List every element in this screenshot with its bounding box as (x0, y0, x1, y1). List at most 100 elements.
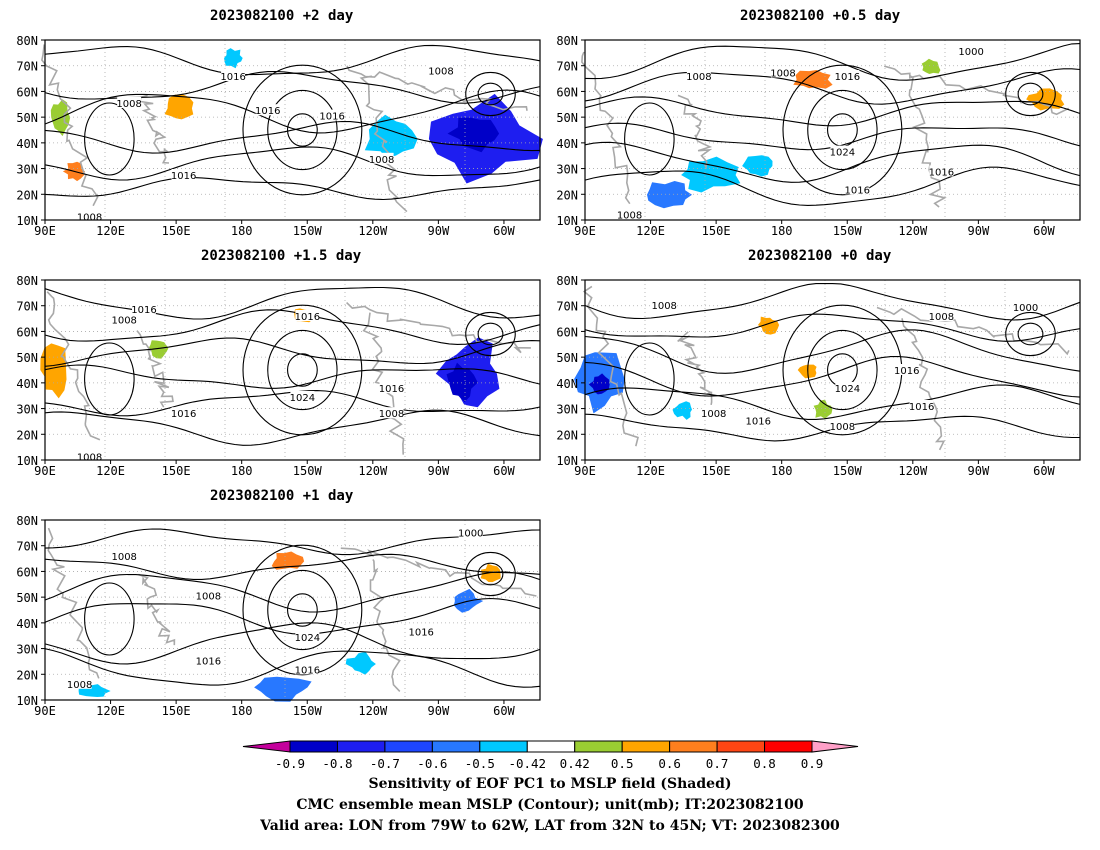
contour-label: 1024 (295, 633, 320, 644)
colorbar-label: 0.9 (801, 756, 824, 771)
lat-tick-label: 60N (16, 325, 38, 339)
lon-tick-label: 150E (702, 224, 731, 238)
lat-tick-label: 70N (556, 60, 578, 74)
lon-tick-label: 150E (702, 464, 731, 478)
caption-line-3: Valid area: LON from 79W to 62W, LAT fro… (260, 818, 840, 834)
sensitivity-shading (672, 401, 692, 420)
contour-label: 1000 (458, 529, 483, 540)
contour-label: 1008 (929, 312, 954, 323)
contour-label: 1016 (379, 384, 404, 395)
colorbar-arrow-left (242, 740, 291, 753)
contour-label: 1016 (131, 305, 156, 316)
panel-title: 2023082100 +0.5 day (740, 8, 901, 24)
contour-label: 1016 (408, 628, 433, 639)
lon-tick-label: 150E (162, 224, 191, 238)
lat-tick-label: 50N (556, 111, 578, 125)
lat-tick-label: 40N (16, 137, 38, 151)
contour-label: 1016 (746, 416, 771, 427)
lon-tick-label: 90E (574, 464, 596, 478)
lon-tick-label: 150W (293, 704, 323, 718)
colorbar-box (479, 740, 528, 753)
contour-label: 1024 (830, 148, 855, 159)
lon-tick-label: 150E (162, 704, 191, 718)
contour-label: 1008 (111, 552, 136, 563)
colorbar-label: 0.42 (560, 756, 590, 771)
contour-label: 1008 (369, 155, 394, 166)
colorbar-box (716, 740, 766, 753)
lat-tick-label: 10N (16, 694, 38, 708)
sensitivity-shading (40, 343, 67, 399)
lon-tick-label: 90W (428, 704, 450, 718)
lon-tick-label: 180 (231, 224, 253, 238)
lon-tick-label: 150W (293, 224, 323, 238)
contour-label: 1008 (111, 316, 136, 327)
lon-tick-label: 120E (636, 224, 665, 238)
sensitivity-shading (921, 58, 941, 74)
lon-tick-label: 90E (34, 224, 56, 238)
lat-tick-label: 30N (16, 163, 38, 177)
lat-tick-label: 60N (556, 325, 578, 339)
contour-label: 1008 (617, 211, 642, 222)
lat-tick-label: 10N (16, 454, 38, 468)
sensitivity-shading (364, 114, 418, 158)
colorbar-label: 0.6 (658, 756, 681, 771)
contour-label: 1016 (295, 665, 320, 676)
colorbar-label: -0.7 (370, 756, 400, 771)
colorbar-label: 0.5 (611, 756, 634, 771)
lat-tick-label: 20N (16, 428, 38, 442)
sensitivity-shading (148, 340, 169, 359)
colorbar-box (431, 740, 481, 753)
contour-label: 1016 (196, 656, 221, 667)
contour-label: 1008 (770, 68, 795, 79)
lat-tick-label: 10N (556, 214, 578, 228)
contour-label: 1008 (428, 67, 453, 78)
colorbar-box (289, 740, 338, 753)
lat-tick-label: 50N (16, 591, 38, 605)
sensitivity-shading (588, 373, 610, 395)
sensitivity-shading (757, 316, 780, 335)
contour-label: 1008 (77, 212, 102, 223)
contour-label: 1000 (1013, 303, 1038, 314)
lat-tick-label: 50N (556, 351, 578, 365)
colorbar-label: 0.7 (706, 756, 729, 771)
lat-tick-label: 70N (16, 540, 38, 554)
lon-tick-label: 90E (34, 704, 56, 718)
lon-tick-label: 120E (96, 704, 125, 718)
lon-tick-label: 90E (574, 224, 596, 238)
lon-tick-label: 60W (493, 704, 515, 718)
contour-label: 1008 (379, 409, 404, 420)
contour-label: 1008 (196, 592, 221, 603)
contour-label: 1024 (290, 393, 315, 404)
lat-tick-label: 80N (16, 34, 38, 48)
contour-label: 1016 (171, 409, 196, 420)
lat-tick-label: 80N (556, 274, 578, 288)
lat-tick-label: 10N (16, 214, 38, 228)
sensitivity-shading (447, 117, 500, 153)
lon-tick-label: 90W (968, 224, 990, 238)
contour-label: 1016 (171, 171, 196, 182)
lon-tick-label: 150E (162, 464, 191, 478)
lon-tick-label: 180 (771, 464, 793, 478)
lon-tick-label: 90E (34, 464, 56, 478)
lon-tick-label: 60W (493, 224, 515, 238)
colorbar-box (336, 740, 386, 753)
colorbar-label: -0.42 (508, 756, 546, 771)
lon-tick-label: 120E (96, 464, 125, 478)
colorbar-box (526, 740, 576, 753)
contour-label: 1016 (845, 185, 870, 196)
lat-tick-label: 50N (16, 111, 38, 125)
lat-tick-label: 70N (16, 300, 38, 314)
lon-tick-label: 120W (898, 224, 928, 238)
contour-label: 1016 (894, 366, 919, 377)
colorbar-box (384, 740, 433, 753)
lon-tick-label: 90W (428, 464, 450, 478)
sensitivity-shading (345, 651, 376, 675)
lat-tick-label: 30N (16, 643, 38, 657)
lon-tick-label: 180 (771, 224, 793, 238)
lat-tick-label: 40N (556, 137, 578, 151)
lat-tick-label: 80N (16, 514, 38, 528)
